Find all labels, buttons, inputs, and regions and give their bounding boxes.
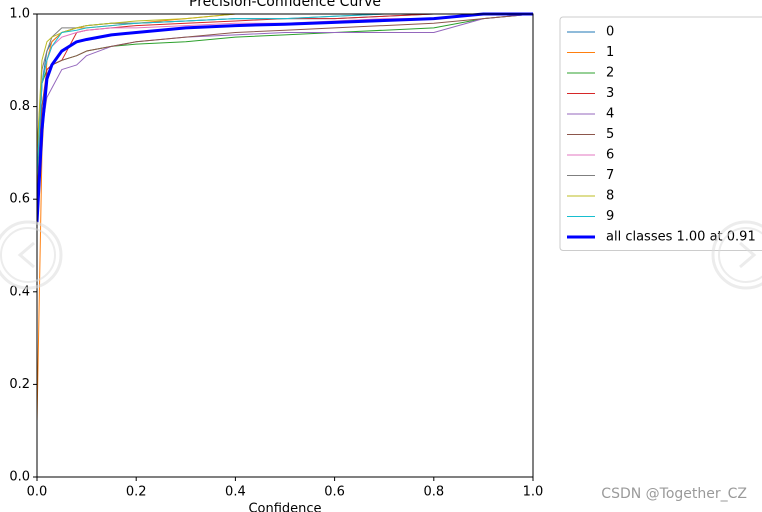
legend-label: all classes 1.00 at 0.91 [606,230,756,245]
legend-label: 1 [606,45,614,60]
chart-title: Precision-Confidence Curve [189,0,381,10]
legend-label: 4 [606,107,614,122]
legend-label: 6 [606,148,614,163]
plot-frame [36,13,534,478]
x-tick-label: 0.0 [27,485,48,500]
plot-area: 0.0 0.2 0.4 0.6 0.8 1.00.00.20.40.60.81.00123… [9,7,762,500]
x-tick-label: 0.2 [126,485,147,500]
nav-next[interactable] [711,220,762,290]
y-tick-label: 1.0 [9,7,30,22]
legend-label: 9 [606,209,614,224]
y-tick-label: 0.6 [9,192,30,207]
nav-arrow [739,241,757,269]
legend-label: 8 [606,189,614,204]
nav-ring [0,227,56,283]
legend-label: 2 [606,66,614,81]
nav-arrow [17,241,35,269]
nav-prev[interactable] [0,220,63,290]
y-tick-label: 0.2 [9,377,30,392]
nav-ring [718,227,762,283]
x-tick-label: 0.4 [225,485,246,500]
y-tick-label: 0.8 [9,99,30,114]
y-tick-label: 0.0 [9,470,30,485]
x-tick-label: 0.8 [423,485,444,500]
legend-label: 7 [606,168,614,183]
nav-ring [0,220,63,290]
legend-label: 0 [606,25,614,40]
legend-label: 3 [606,86,614,101]
legend-box [559,16,762,251]
x-tick-label: 1.0 [523,485,544,500]
series-line [37,12,533,223]
nav-ring [711,220,762,290]
legend-label: 5 [606,127,614,142]
legend: 0 1 2 3 4 5 6 7 8 9 all classes 1.00 at 0.91 [559,16,762,251]
x-axis-label: Confidence [248,502,321,512]
watermark: CSDN @Together_CZ [601,486,747,502]
x-tick-label: 0.6 [324,485,345,500]
